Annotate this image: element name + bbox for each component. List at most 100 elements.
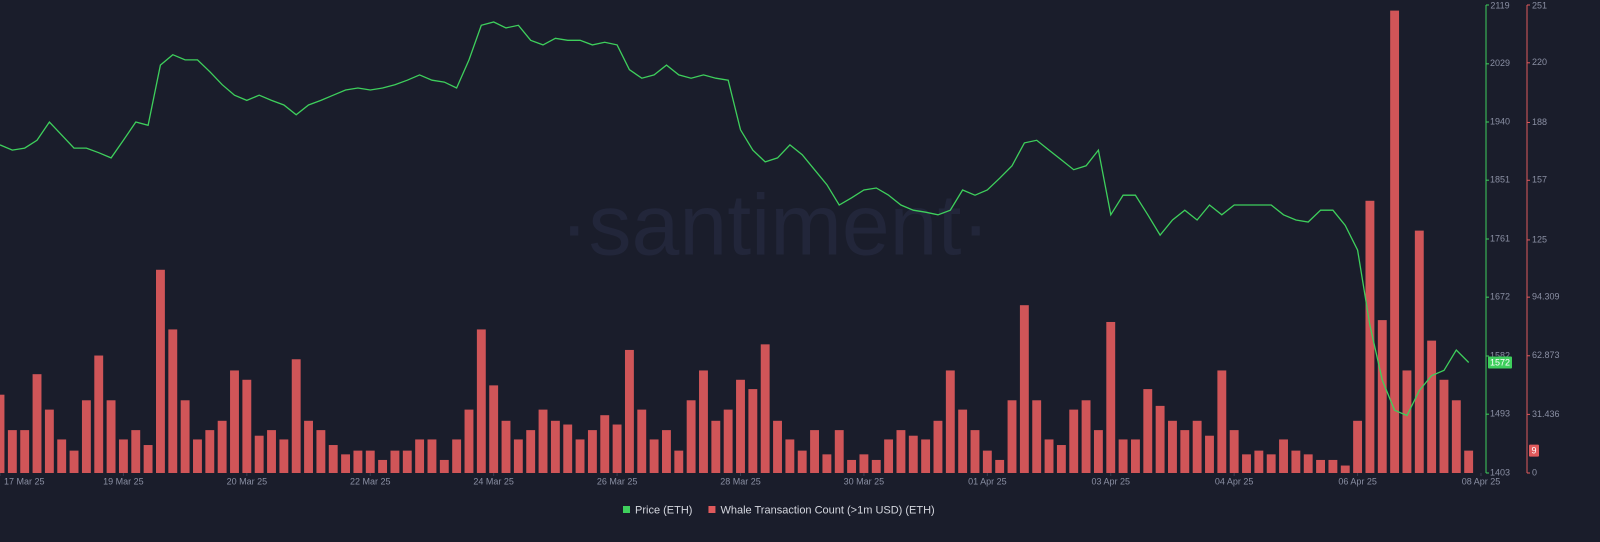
bar: [464, 409, 474, 473]
bar: [205, 430, 215, 473]
bar: [427, 439, 437, 473]
bar: [1044, 439, 1054, 473]
bar: [291, 359, 301, 473]
bar: [1377, 320, 1387, 473]
bar: [1427, 340, 1437, 473]
bar: [933, 420, 943, 473]
bar: [267, 430, 276, 473]
bar: [94, 355, 104, 473]
watermark: ·santiment·: [560, 178, 990, 274]
y-tick-label: 2029: [1490, 58, 1510, 68]
bar: [353, 450, 363, 473]
bar: [884, 439, 894, 473]
bar: [1019, 305, 1029, 473]
bar: [439, 459, 449, 473]
bar: [563, 424, 573, 473]
x-tick-label: 22 Mar 25: [350, 476, 391, 486]
bar: [662, 430, 671, 473]
bar: [773, 420, 782, 473]
y2-tick-label: 188: [1532, 117, 1547, 127]
bar: [637, 409, 647, 473]
bar: [489, 385, 499, 473]
bar: [526, 430, 536, 473]
current-value-label: 9: [1531, 446, 1536, 456]
bar: [600, 415, 610, 473]
y2-tick-label: 94.309: [1532, 292, 1560, 302]
current-value-tag: [1529, 444, 1539, 457]
current-value-label: 1572: [1490, 357, 1510, 367]
bar: [1192, 420, 1202, 473]
bar: [328, 445, 338, 473]
bar: [748, 389, 758, 473]
bar: [1303, 454, 1313, 473]
legend-label: Price (ETH): [635, 504, 692, 516]
bar: [242, 379, 252, 473]
bar: [822, 454, 832, 473]
bar: [624, 349, 634, 473]
bar: [1439, 379, 1449, 473]
bar: [365, 450, 375, 473]
bar: [760, 344, 770, 473]
y-tick-label: 1851: [1490, 175, 1510, 185]
y2-tick-label: 0: [1532, 467, 1537, 477]
x-tick-label: 06 Apr 25: [1338, 476, 1377, 486]
bar: [1069, 409, 1079, 473]
price-line: [0, 21, 1470, 417]
bar: [279, 439, 289, 473]
bar: [538, 409, 548, 473]
bar: [32, 374, 42, 473]
bar: [1081, 400, 1091, 473]
bar: [810, 430, 819, 473]
bar: [699, 370, 708, 473]
bar: [674, 450, 684, 473]
bar: [1266, 454, 1276, 473]
bar: [550, 420, 560, 473]
legend-label: Whale Transaction Count (>1m USD) (ETH): [720, 504, 934, 516]
y2-tick-label: 62.873: [1532, 350, 1560, 360]
x-tick-label: 24 Mar 25: [473, 476, 514, 486]
bar: [995, 459, 1005, 473]
bar: [316, 430, 326, 473]
y2-tick-label: 220: [1532, 57, 1547, 67]
y2-tick-label: 31.436: [1532, 409, 1560, 419]
bar: [69, 450, 79, 473]
bar: [452, 439, 462, 473]
bar: [1143, 389, 1153, 473]
bar: [341, 454, 351, 473]
bar: [871, 459, 881, 473]
bar: [81, 400, 91, 473]
bar: [958, 409, 968, 473]
x-tick-label: 03 Apr 25: [1091, 476, 1130, 486]
bar: [118, 439, 128, 473]
bar: [217, 420, 227, 473]
bar: [1254, 450, 1264, 473]
x-tick-label: 26 Mar 25: [597, 476, 638, 486]
bar: [945, 370, 955, 473]
bar: [896, 430, 906, 473]
y-tick-label: 1940: [1490, 116, 1510, 126]
bar: [1365, 200, 1375, 473]
bar: [1180, 430, 1190, 473]
bar: [155, 269, 165, 473]
x-tick-label: 19 Mar 25: [103, 476, 144, 486]
bar: [390, 450, 400, 473]
y2-tick-label: 125: [1532, 234, 1547, 244]
x-tick-label: 30 Mar 25: [844, 476, 885, 486]
bar: [1205, 435, 1214, 473]
bar: [230, 370, 239, 473]
x-tick-label: 04 Apr 25: [1215, 476, 1254, 486]
bar: [168, 329, 178, 473]
bar: [20, 430, 30, 473]
bar: [304, 420, 313, 473]
bar: [612, 424, 622, 473]
bar: [1328, 459, 1338, 473]
bar: [1242, 454, 1251, 473]
x-tick-label: 01 Apr 25: [968, 476, 1007, 486]
bar: [254, 435, 264, 473]
bar: [1464, 450, 1474, 473]
bar: [1093, 430, 1103, 473]
y-tick-label: 1672: [1490, 292, 1510, 302]
legend: Price (ETH) Whale Transaction Count (>1m …: [623, 504, 935, 516]
bar: [649, 439, 659, 473]
